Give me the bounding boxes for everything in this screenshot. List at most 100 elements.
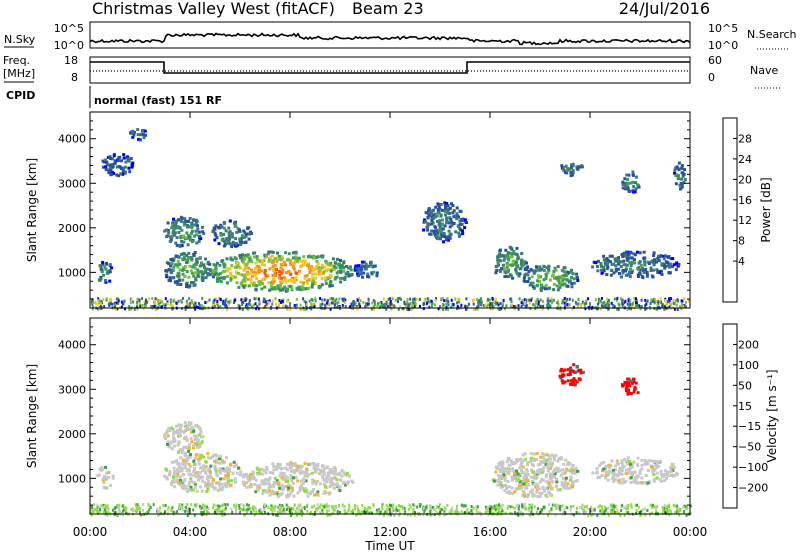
scatter-cell — [623, 506, 626, 510]
scatter-cell — [668, 503, 671, 507]
scatter-cell — [645, 460, 648, 464]
scatter-cell — [297, 510, 300, 514]
scatter-cell — [228, 219, 232, 223]
scatter-cell — [301, 307, 304, 311]
scatter-cell — [655, 260, 658, 264]
scatter-cell — [189, 473, 193, 477]
scatter-cell — [535, 487, 539, 491]
scatter-cell — [547, 296, 550, 300]
scatter-cell — [641, 276, 645, 280]
scatter-cell — [194, 271, 198, 275]
scatter-cell — [427, 300, 430, 304]
scatter-cell — [91, 299, 93, 303]
scatter-cell — [250, 305, 253, 309]
scatter-cell — [542, 264, 546, 268]
scatter-cell — [541, 461, 544, 465]
nsky-tick-top: 10^5 — [54, 22, 84, 35]
scatter-cell — [609, 509, 612, 513]
colorbar-tick-label: 15 — [738, 400, 752, 413]
scatter-cell — [452, 209, 456, 213]
scatter-cell — [228, 237, 232, 241]
scatter-cell — [681, 174, 685, 178]
scatter-cell — [341, 481, 345, 485]
scatter-cell — [604, 509, 607, 513]
scatter-cell — [278, 493, 282, 497]
scatter-cell — [179, 456, 183, 460]
scatter-cell — [525, 469, 529, 473]
scatter-cell — [566, 461, 570, 465]
scatter-cell — [267, 301, 270, 305]
scatter-cell — [328, 470, 332, 474]
scatter-cell — [497, 303, 500, 307]
scatter-cell — [214, 504, 217, 508]
scatter-cell — [244, 283, 248, 287]
scatter-cell — [276, 251, 279, 255]
scatter-cell — [574, 370, 578, 374]
scatter-cell — [195, 241, 199, 245]
scatter-cell — [333, 476, 337, 480]
scatter-cell — [458, 300, 461, 304]
scatter-cell — [239, 256, 243, 260]
scatter-cell — [541, 307, 544, 311]
scatter-cell — [517, 458, 521, 462]
scatter-cell — [218, 272, 222, 276]
scatter-cell — [287, 483, 291, 487]
nave-label: Nave — [750, 64, 778, 77]
scatter-cell — [517, 478, 521, 482]
scatter-cell — [322, 270, 326, 274]
scatter-cell — [167, 262, 171, 266]
scatter-cell — [192, 434, 196, 438]
scatter-cell — [414, 302, 417, 306]
scatter-cell — [442, 308, 445, 311]
scatter-cell — [197, 426, 201, 430]
scatter-cell — [212, 478, 215, 482]
scatter-cell — [636, 503, 639, 507]
scatter-cell — [637, 267, 640, 271]
scatter-cell — [271, 299, 274, 303]
scatter-cell — [517, 508, 520, 512]
scatter-cell — [183, 421, 187, 425]
scatter-cell — [276, 491, 280, 495]
scatter-cell — [345, 472, 349, 475]
scatter-cell — [255, 307, 257, 311]
scatter-cell — [184, 436, 188, 440]
scatter-cell — [677, 513, 680, 517]
scatter-cell — [566, 303, 569, 307]
scatter-cell — [518, 480, 522, 483]
scatter-cell — [275, 467, 279, 471]
scatter-cell — [419, 503, 422, 507]
scatter-cell — [202, 263, 206, 267]
scatter-cell — [174, 241, 178, 245]
scatter-cell — [208, 483, 212, 486]
scatter-cell — [523, 504, 526, 508]
scatter-cell — [185, 231, 189, 235]
scatter-cell — [305, 281, 309, 285]
scatter-cell — [322, 472, 326, 476]
scatter-cell — [660, 262, 664, 266]
scatter-cell — [473, 307, 476, 311]
scatter-cell — [544, 475, 548, 479]
scatter-cell — [555, 503, 558, 507]
scatter-cell — [456, 301, 459, 305]
scatter-cell — [437, 505, 440, 509]
scatter-cell — [596, 259, 600, 263]
scatter-cell — [108, 302, 111, 306]
scatter-cell — [548, 278, 552, 282]
scatter-cell — [507, 463, 511, 467]
scatter-cell — [326, 276, 330, 280]
scatter-cell — [247, 260, 251, 264]
scatter-cell — [522, 300, 525, 304]
scatter-cell — [200, 479, 204, 483]
scatter-cell — [571, 272, 575, 276]
scatter-cell — [185, 302, 188, 306]
scatter-cell — [286, 299, 288, 303]
scatter-cell — [97, 505, 100, 509]
scatter-cell — [172, 233, 176, 237]
scatter-cell — [188, 217, 192, 220]
scatter-cell — [497, 473, 501, 477]
scatter-cell — [182, 252, 186, 256]
scatter-cell — [279, 280, 283, 284]
scatter-cell — [241, 297, 244, 301]
scatter-cell — [316, 255, 320, 259]
scatter-cell — [430, 513, 433, 517]
